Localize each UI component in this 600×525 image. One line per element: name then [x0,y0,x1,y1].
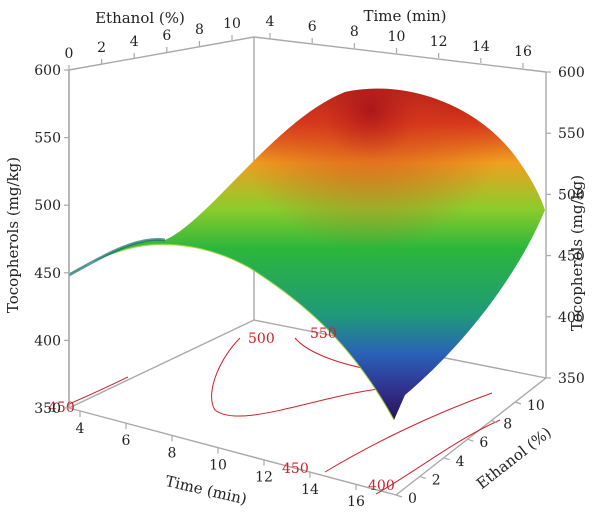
ethanol-bottom-tick-4-mark [443,457,450,461]
contour-500 [211,337,387,417]
time-bottom-tick-14: 14 [301,482,319,498]
ethanol-bottom-tick-8: 8 [503,417,512,433]
ethanol-title-bottom: Ethanol (%) [473,423,555,492]
time-top-tick-12: 12 [430,34,448,50]
ethanol-top-tick-10: 10 [223,16,241,32]
contour-labels: 400 450 500 550 450 [48,326,395,494]
ethanol-top-tick-8: 8 [195,22,204,38]
contour-label-450-left: 450 [48,400,75,416]
ethanol-top-tick-0: 0 [65,46,74,62]
contour-label-400: 400 [368,478,395,494]
z-tick-left-400: 400 [34,333,61,349]
ethanol-bottom-tick-6-mark [467,438,474,442]
ethanol-top-ticks: 0 2 4 6 8 10 [65,16,241,70]
time-bottom-tick-10: 10 [209,458,227,474]
z-tick-right-400: 400 [558,310,585,326]
ethanol-title-top: Ethanol (%) [95,9,185,27]
ethanol-bottom-tick-10: 10 [527,398,545,414]
ethanol-top-tick-2: 2 [97,40,106,56]
time-top-tick-16: 16 [514,44,532,60]
time-title-top: Time (min) [363,7,446,25]
ethanol-bottom-tick-4: 4 [456,454,465,470]
contour-450-right [324,392,493,473]
time-title-bottom: Time (min) [164,472,249,508]
contour-label-550: 550 [310,326,337,342]
time-bottom-tick-12: 12 [255,470,273,486]
ethanol-bottom-tick-8-mark [491,420,498,424]
ethanol-bottom-tick-10-mark [514,401,522,405]
z-tick-right-550: 550 [558,126,585,142]
time-top-tick-4: 4 [266,14,275,30]
z-tick-right-450: 450 [558,249,585,265]
time-top-ticks: 4 6 8 10 12 14 16 [266,14,532,68]
time-bottom-tick-6: 6 [122,433,131,449]
contour-400 [375,419,501,495]
contour-450-left [68,376,129,405]
z-tick-right-350: 350 [558,371,585,387]
time-bottom-tick-8: 8 [168,445,177,461]
z-tick-left-600: 600 [34,63,61,79]
z-tick-right-600: 600 [558,65,585,81]
ethanol-bottom-tick-2: 2 [432,472,441,488]
z-axis-left-ticks: 350 400 450 500 550 600 [34,63,69,417]
z-tick-left-350: 350 [34,401,61,417]
ethanol-bottom-tick-0: 0 [408,491,417,507]
ethanol-top-tick-6: 6 [162,28,171,44]
z-tick-left-550: 550 [34,131,61,147]
z-tick-left-450: 450 [34,266,61,282]
contour-label-500: 500 [248,331,275,347]
z-axis-title-right: Tocopherols (mg/kg) [568,175,586,331]
time-top-tick-8: 8 [350,24,359,40]
ethanol-bottom-tick-6: 6 [479,435,488,451]
time-bottom-tick-16: 16 [347,494,365,510]
time-top-tick-14: 14 [472,39,490,55]
time-top-tick-10: 10 [388,29,406,45]
z-tick-right-500: 500 [558,187,585,203]
time-bottom-tick-4: 4 [76,421,85,437]
ethanol-bottom-tick-2-mark [419,475,426,479]
time-top-tick-6: 6 [308,19,317,35]
z-tick-left-500: 500 [34,198,61,214]
time-bottom-ticks: 4 6 8 10 12 14 16 [76,411,365,510]
floor-contours [68,337,501,495]
contour-label-450: 450 [282,461,309,477]
ethanol-bottom-tick-0-mark [395,494,403,498]
ethanol-top-tick-4: 4 [130,34,139,50]
response-surface [68,88,545,421]
z-axis-right-ticks: 350 400 450 500 550 600 [546,65,585,387]
z-axis-title-left: Tocopherols (mg/kg) [4,157,22,313]
